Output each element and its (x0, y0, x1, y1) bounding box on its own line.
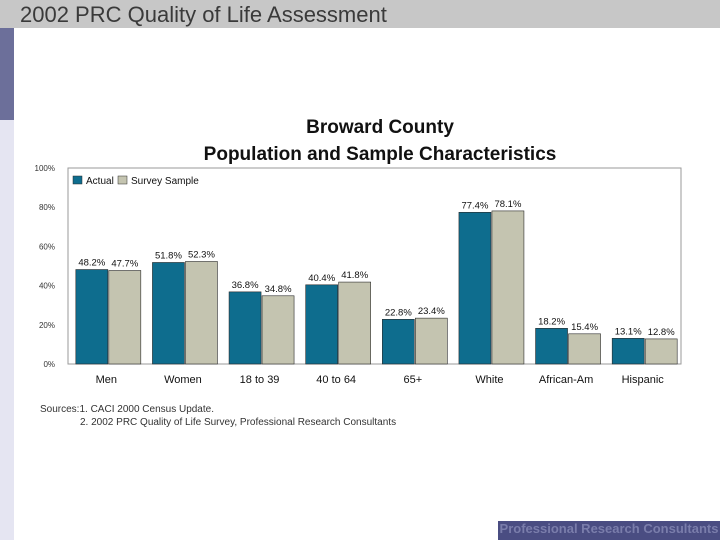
legend-label: Actual (86, 176, 114, 187)
data-label: 36.8% (232, 280, 259, 291)
bar-survey (644, 338, 678, 365)
bar-survey (568, 333, 601, 365)
x-tick-label: Hispanic (622, 374, 665, 386)
bar-actual (75, 269, 109, 365)
x-tick-label: 40 to 64 (316, 374, 356, 386)
data-label: 23.4% (418, 306, 445, 317)
x-tick-label: White (475, 374, 503, 386)
legend-swatch (117, 175, 128, 185)
chart-title-line2: Population and Sample Characteristics (203, 144, 557, 165)
data-label: 47.7% (111, 259, 138, 270)
sources-note: Sources:1. CACI 2000 Census Update. 2. 2… (40, 403, 396, 429)
chart-title-line1: Broward County (306, 117, 454, 138)
bar-survey (108, 270, 142, 365)
bar-survey (415, 317, 448, 365)
bar-survey (338, 281, 371, 365)
bar-actual (152, 262, 185, 365)
left-decor-strip (0, 28, 14, 540)
y-tick-label: 0% (43, 360, 55, 369)
y-tick-label: 80% (39, 203, 55, 212)
sources-line-1: 1. CACI 2000 Census Update. (79, 404, 214, 415)
y-tick-label: 20% (39, 321, 55, 330)
bar-actual (305, 284, 338, 365)
data-label: 77.4% (461, 200, 488, 211)
data-label: 18.2% (538, 316, 565, 327)
data-label: 48.2% (78, 258, 105, 269)
left-decor-block (0, 28, 14, 120)
bar-survey (185, 261, 218, 365)
data-label: 51.8% (155, 250, 182, 261)
data-label: 40.4% (308, 273, 335, 284)
bar-actual (382, 319, 415, 365)
legend-label: Survey Sample (131, 176, 199, 187)
x-tick-label: Women (164, 374, 202, 386)
sources-line-2: 2. 2002 PRC Quality of Life Survey, Prof… (80, 417, 397, 428)
x-tick-label: 65+ (403, 374, 422, 386)
sources-label: Sources: (40, 404, 80, 415)
y-tick-label: 60% (39, 242, 55, 251)
x-tick-label: African-Am (539, 374, 593, 386)
bar-actual (228, 291, 262, 365)
data-label: 12.8% (648, 327, 675, 338)
bar-actual (458, 211, 492, 365)
y-tick-label: 100% (35, 164, 55, 173)
bar-survey (261, 295, 295, 365)
bar-survey (491, 210, 525, 365)
bar-actual (535, 328, 568, 365)
data-label: 13.1% (615, 326, 642, 337)
data-label: 78.1% (494, 199, 521, 210)
data-label: 41.8% (341, 270, 368, 281)
bar-actual (611, 338, 645, 365)
footer-band: Professional Research Consultants (498, 521, 720, 540)
x-tick-label: Men (96, 374, 117, 386)
title-bar: 2002 PRC Quality of Life Assessment (0, 0, 720, 28)
y-tick-label: 40% (39, 282, 55, 291)
data-label: 15.4% (571, 322, 598, 333)
slide-title: 2002 PRC Quality of Life Assessment (20, 2, 387, 27)
data-label: 52.3% (188, 249, 215, 260)
legend-swatch (72, 175, 83, 185)
data-label: 22.8% (385, 307, 412, 318)
footer-text: Professional Research Consultants (499, 521, 719, 536)
x-tick-label: 18 to 39 (240, 374, 280, 386)
data-label: 34.8% (265, 284, 292, 295)
